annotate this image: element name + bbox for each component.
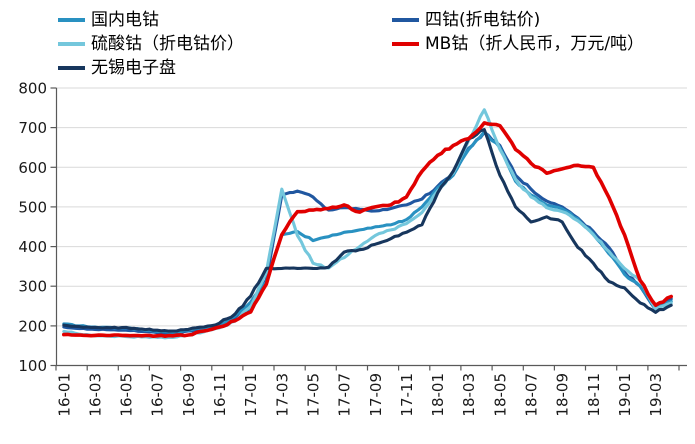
- x-tick-label: 18-11: [585, 373, 603, 417]
- x-tick-label: 16-05: [118, 373, 136, 417]
- legend-swatch: [58, 66, 85, 70]
- series-line-domestic-electrolytic-cobalt: [62, 130, 673, 334]
- x-tick-label: 16-09: [180, 373, 198, 417]
- x-tick-label: 18-07: [523, 373, 541, 417]
- legend-label: 硫酸钴（折电钴价）: [91, 33, 244, 54]
- x-tick-label: 17-09: [367, 373, 385, 417]
- x-tick-label: 17-05: [305, 373, 323, 417]
- x-tick-label: 18-01: [429, 373, 447, 417]
- series-line-mb-cobalt-rmb: [61, 121, 674, 339]
- x-tick-label: 17-11: [398, 373, 416, 417]
- legend-swatch: [58, 42, 85, 46]
- legend-item-cobalt-tetroxide: 四钴(折电钴价): [392, 10, 540, 30]
- y-tick-label: 500: [18, 198, 47, 216]
- legend-label: MB钴（折人民币，万元/吨）: [425, 33, 645, 54]
- y-tick-label: 100: [18, 357, 47, 375]
- series-line-cobalt-tetroxide-converted: [62, 130, 673, 335]
- legend-item-cobalt-sulfate: 硫酸钴（折电钴价）: [58, 34, 244, 54]
- y-tick-label: 200: [18, 317, 47, 335]
- legend-label: 四钴(折电钴价): [425, 9, 541, 30]
- x-tick-label: 17-01: [242, 373, 260, 417]
- x-tick-label: 19-01: [616, 373, 634, 417]
- x-tick-label: 19-03: [647, 373, 665, 417]
- x-tick-label: 17-03: [273, 373, 291, 417]
- legend-label: 无锡电子盘: [91, 57, 176, 78]
- x-tick-label: 18-05: [491, 373, 509, 417]
- legend-item-wuxi-electronic-exchange: 无锡电子盘: [58, 58, 176, 78]
- y-tick-label: 600: [18, 159, 47, 177]
- legend-swatch: [392, 42, 419, 46]
- y-tick-label: 300: [18, 278, 47, 296]
- x-tick-label: 16-01: [55, 373, 73, 417]
- y-tick-label: 400: [18, 238, 47, 256]
- x-tick-label: 16-07: [149, 373, 167, 417]
- x-tick-label: 18-09: [554, 373, 572, 417]
- legend-label: 国内电钴: [91, 9, 159, 30]
- series-line-wuxi-electronic-exchange: [62, 128, 673, 333]
- legend-swatch: [58, 18, 85, 22]
- legend-item-mb-cobalt: MB钴（折人民币，万元/吨）: [392, 34, 644, 54]
- series-line-cobalt-sulfate-converted: [62, 108, 673, 340]
- legend-item-domestic-electrolytic-cobalt: 国内电钴: [58, 10, 159, 30]
- legend-swatch: [392, 18, 419, 22]
- x-tick-label: 16-03: [86, 373, 104, 417]
- y-tick-label: 800: [18, 80, 47, 98]
- y-tick-label: 700: [18, 119, 47, 137]
- x-tick-label: 16-11: [211, 373, 229, 417]
- chart-legend: 国内电钴 四钴(折电钴价) 硫酸钴（折电钴价） MB钴（折人民币，万元/吨） 无…: [0, 0, 695, 84]
- x-tick-label: 17-07: [336, 373, 354, 417]
- x-tick-label: 18-03: [460, 373, 478, 417]
